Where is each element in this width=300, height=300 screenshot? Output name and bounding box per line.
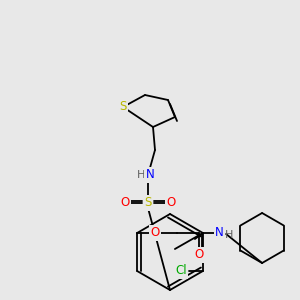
Text: O: O xyxy=(194,248,204,262)
Text: S: S xyxy=(144,196,152,209)
Text: H: H xyxy=(225,230,233,240)
Text: H: H xyxy=(137,170,145,180)
Text: O: O xyxy=(167,196,176,209)
Text: N: N xyxy=(146,169,154,182)
Text: Cl: Cl xyxy=(175,265,187,278)
Text: O: O xyxy=(120,196,130,209)
Text: S: S xyxy=(119,100,127,113)
Text: O: O xyxy=(151,226,160,239)
Text: N: N xyxy=(215,226,224,239)
